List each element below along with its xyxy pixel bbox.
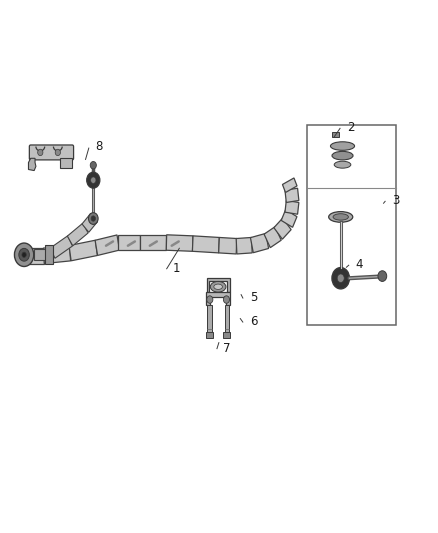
Polygon shape xyxy=(28,158,36,171)
Circle shape xyxy=(88,213,98,224)
Circle shape xyxy=(332,268,350,289)
Circle shape xyxy=(207,296,213,303)
Text: 4: 4 xyxy=(356,257,363,271)
Polygon shape xyxy=(166,235,193,251)
Polygon shape xyxy=(219,238,237,254)
Polygon shape xyxy=(50,236,72,259)
FancyBboxPatch shape xyxy=(29,145,74,160)
Ellipse shape xyxy=(332,151,353,160)
Ellipse shape xyxy=(334,161,351,168)
Polygon shape xyxy=(69,240,97,261)
Polygon shape xyxy=(207,278,230,292)
Circle shape xyxy=(55,149,60,156)
Circle shape xyxy=(87,172,100,188)
Text: 7: 7 xyxy=(223,342,231,355)
Circle shape xyxy=(378,271,387,281)
Text: 1: 1 xyxy=(173,262,180,275)
Text: 5: 5 xyxy=(250,291,257,304)
Polygon shape xyxy=(95,235,120,255)
Ellipse shape xyxy=(333,214,348,220)
Text: 8: 8 xyxy=(95,140,103,154)
Ellipse shape xyxy=(328,212,353,222)
Circle shape xyxy=(337,274,344,282)
Polygon shape xyxy=(206,292,230,305)
Ellipse shape xyxy=(210,281,226,292)
Circle shape xyxy=(91,177,96,183)
Circle shape xyxy=(90,161,96,169)
Circle shape xyxy=(223,296,230,303)
Polygon shape xyxy=(43,246,71,263)
Polygon shape xyxy=(60,158,72,168)
Polygon shape xyxy=(192,236,219,253)
Polygon shape xyxy=(285,188,299,203)
Polygon shape xyxy=(251,233,268,253)
Polygon shape xyxy=(281,210,297,227)
Ellipse shape xyxy=(214,284,223,289)
Circle shape xyxy=(38,149,43,156)
Ellipse shape xyxy=(330,142,354,150)
Polygon shape xyxy=(67,223,88,246)
Polygon shape xyxy=(236,238,252,254)
Polygon shape xyxy=(264,227,281,248)
Circle shape xyxy=(19,248,29,261)
Polygon shape xyxy=(140,235,166,250)
Text: 6: 6 xyxy=(250,315,257,328)
Polygon shape xyxy=(34,249,48,260)
Polygon shape xyxy=(283,178,297,192)
Polygon shape xyxy=(22,248,44,263)
Circle shape xyxy=(14,243,34,266)
Polygon shape xyxy=(285,200,299,214)
Bar xyxy=(223,332,230,338)
Polygon shape xyxy=(274,218,291,239)
Bar xyxy=(207,305,212,333)
Circle shape xyxy=(22,252,26,257)
Bar xyxy=(307,125,396,325)
Bar xyxy=(332,132,339,137)
Text: 2: 2 xyxy=(347,120,354,134)
Text: 3: 3 xyxy=(392,193,399,207)
Bar xyxy=(206,332,213,338)
Bar xyxy=(45,245,53,264)
Bar xyxy=(225,305,229,333)
Circle shape xyxy=(91,216,95,221)
Polygon shape xyxy=(82,213,98,232)
Polygon shape xyxy=(118,235,140,250)
